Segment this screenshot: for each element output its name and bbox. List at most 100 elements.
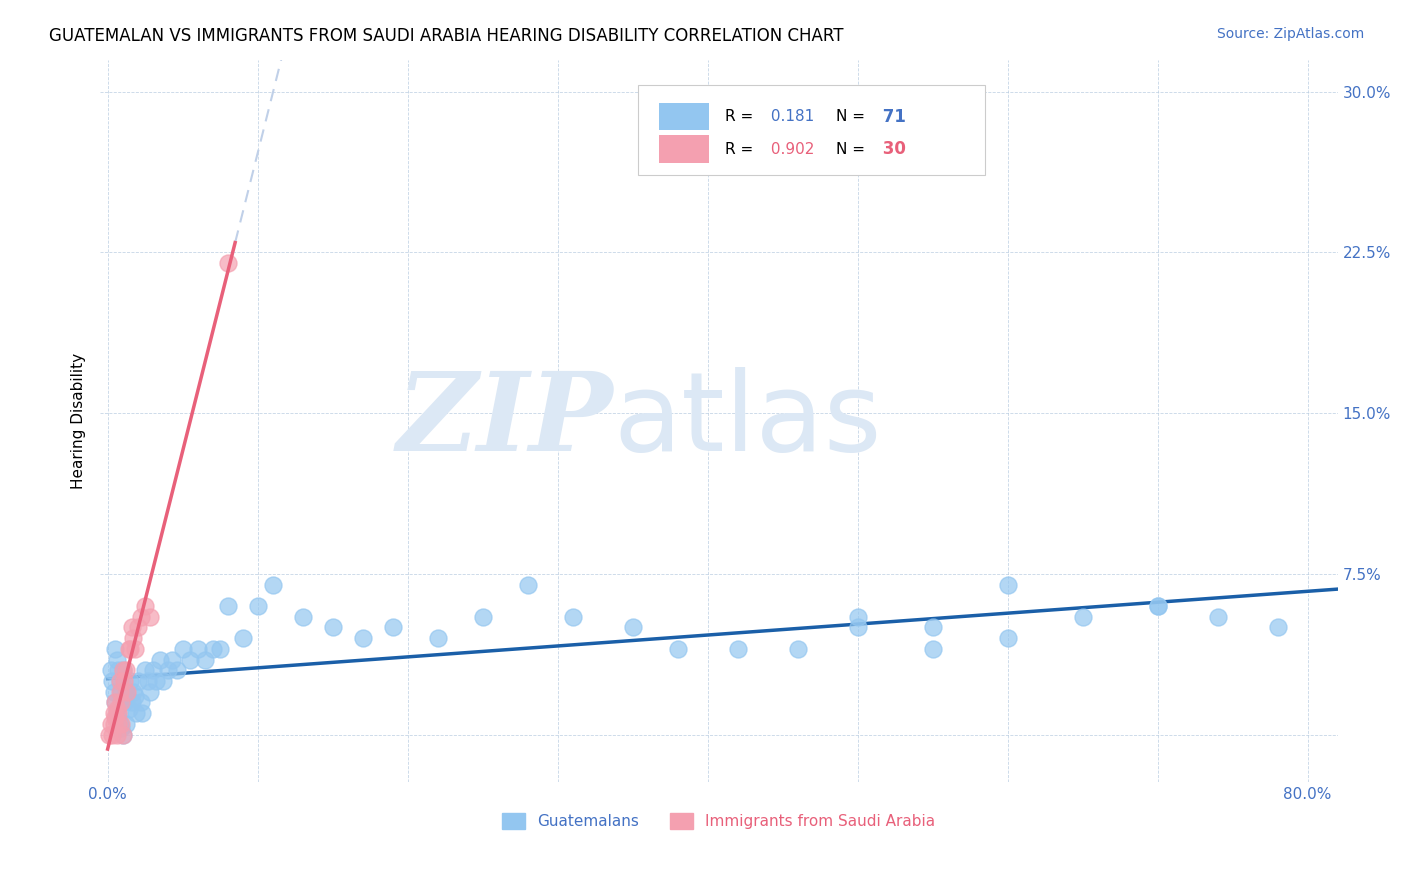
Point <box>1146 599 1168 613</box>
Point <box>112 695 135 709</box>
Point <box>114 684 136 698</box>
Point <box>105 706 128 720</box>
Point <box>1267 620 1289 634</box>
Point <box>129 695 152 709</box>
Text: R =: R = <box>725 109 754 124</box>
Point <box>621 620 644 634</box>
Point <box>201 641 224 656</box>
Point <box>104 641 127 656</box>
Point <box>105 702 128 716</box>
Point <box>108 673 131 688</box>
Point <box>217 599 239 613</box>
Point <box>117 702 139 716</box>
FancyBboxPatch shape <box>659 136 709 163</box>
Text: ZIP: ZIP <box>396 367 613 475</box>
Point <box>561 609 583 624</box>
Point <box>179 652 201 666</box>
Point <box>108 716 131 731</box>
Point <box>262 577 284 591</box>
Point <box>209 641 232 656</box>
Point <box>152 673 174 688</box>
Point <box>127 620 149 634</box>
Point <box>111 663 134 677</box>
Point <box>115 689 138 703</box>
Point <box>124 641 146 656</box>
Text: N =: N = <box>837 109 866 124</box>
Point <box>426 631 449 645</box>
Point <box>291 609 314 624</box>
Point <box>122 684 145 698</box>
Point <box>107 663 129 677</box>
Text: GUATEMALAN VS IMMIGRANTS FROM SAUDI ARABIA HEARING DISABILITY CORRELATION CHART: GUATEMALAN VS IMMIGRANTS FROM SAUDI ARAB… <box>49 27 844 45</box>
Point <box>160 652 183 666</box>
Point <box>114 716 136 731</box>
Point <box>1071 609 1094 624</box>
Point <box>131 706 153 720</box>
Point <box>107 710 129 724</box>
Point <box>471 609 494 624</box>
Text: Source: ZipAtlas.com: Source: ZipAtlas.com <box>1216 27 1364 41</box>
Point <box>111 727 134 741</box>
Y-axis label: Hearing Disability: Hearing Disability <box>72 352 86 489</box>
Point <box>1146 599 1168 613</box>
Point <box>997 577 1019 591</box>
Point <box>516 577 538 591</box>
Point <box>122 631 145 645</box>
Point <box>117 641 139 656</box>
Point <box>103 716 125 731</box>
Point <box>172 641 194 656</box>
Point <box>166 663 188 677</box>
Point <box>103 706 125 720</box>
Point <box>129 609 152 624</box>
Point <box>145 673 167 688</box>
FancyBboxPatch shape <box>638 85 986 175</box>
Point <box>246 599 269 613</box>
Point <box>124 689 146 703</box>
Point <box>100 716 122 731</box>
Point <box>727 641 749 656</box>
Point <box>111 727 134 741</box>
Point <box>352 631 374 645</box>
Point <box>142 663 165 677</box>
Point <box>381 620 404 634</box>
Text: atlas: atlas <box>613 368 882 475</box>
Point <box>217 256 239 270</box>
Point <box>921 641 943 656</box>
Point <box>138 684 160 698</box>
Text: 71: 71 <box>877 108 905 126</box>
Text: 30: 30 <box>877 140 905 158</box>
Point <box>104 695 127 709</box>
Point <box>120 641 142 656</box>
Point <box>111 663 134 677</box>
Point <box>114 663 136 677</box>
Text: 0.181: 0.181 <box>766 109 814 124</box>
Point <box>115 684 138 698</box>
Point <box>121 620 143 634</box>
Text: R =: R = <box>725 142 754 157</box>
Point <box>107 716 129 731</box>
FancyBboxPatch shape <box>659 103 709 130</box>
Point <box>134 599 156 613</box>
Legend: Guatemalans, Immigrants from Saudi Arabia: Guatemalans, Immigrants from Saudi Arabi… <box>496 807 942 836</box>
Point <box>101 673 124 688</box>
Point <box>138 609 160 624</box>
Point <box>846 609 869 624</box>
Point <box>110 695 132 709</box>
Point <box>112 673 135 688</box>
Text: 0.902: 0.902 <box>766 142 814 157</box>
Point <box>105 727 128 741</box>
Text: N =: N = <box>837 142 866 157</box>
Point <box>997 631 1019 645</box>
Point <box>786 641 808 656</box>
Point <box>105 652 128 666</box>
Point <box>921 620 943 634</box>
Point <box>107 706 129 720</box>
Point <box>103 684 125 698</box>
Point <box>98 727 121 741</box>
Point <box>187 641 209 656</box>
Point <box>110 716 132 731</box>
Point <box>1206 609 1229 624</box>
Point <box>110 684 132 698</box>
Point <box>322 620 344 634</box>
Point <box>100 663 122 677</box>
